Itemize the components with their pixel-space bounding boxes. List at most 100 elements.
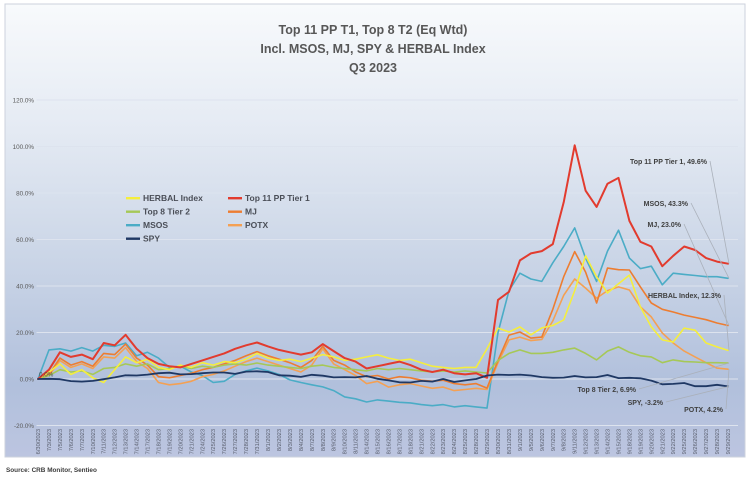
x-tick-label: 7/3/2023 xyxy=(47,429,53,451)
chart-title: Top 11 PP T1, Top 8 T2 (Eq Wtd) Incl. MS… xyxy=(260,23,485,75)
x-tick-label: 9/7/2023 xyxy=(551,429,557,451)
annotation-leader-potx xyxy=(725,369,730,410)
annotation-label-top-11-pp-tier-1: Top 11 PP Tier 1, 49.6% xyxy=(630,159,708,166)
chart-title-line-3: Q3 2023 xyxy=(349,61,397,75)
annotation-label-potx: POTX, 4.2% xyxy=(684,407,724,414)
x-tick-label: 7/14/2023 xyxy=(135,429,141,454)
annotation-label-herbal-index: HERBAL Index, 12.3% xyxy=(648,293,722,300)
x-tick-label: 8/11/2023 xyxy=(354,429,360,454)
x-tick-label: 8/25/2023 xyxy=(463,429,469,454)
x-tick-label: 7/28/2023 xyxy=(244,429,250,454)
x-tick-label: 7/17/2023 xyxy=(146,429,152,454)
source-note: Source: CRB Monitor, Sentieo xyxy=(6,467,97,474)
x-tick-label: 8/14/2023 xyxy=(365,429,371,454)
x-tick-label: 9/11/2023 xyxy=(573,429,579,454)
x-tick-label: 8/17/2023 xyxy=(397,429,403,454)
x-tick-label: 8/23/2023 xyxy=(441,429,447,454)
x-tick-label: 9/12/2023 xyxy=(584,429,590,454)
y-tick-label: 60.0% xyxy=(16,237,34,244)
x-tick-label: 9/1/2023 xyxy=(518,429,524,451)
x-tick-label: 7/7/2023 xyxy=(80,429,86,451)
y-tick-label: 100.0% xyxy=(13,144,35,151)
legend-item-potx: POTX xyxy=(228,220,268,230)
x-tick-label: 9/19/2023 xyxy=(638,429,644,454)
legend-label-mj: MJ xyxy=(245,207,257,217)
x-tick-label: 8/28/2023 xyxy=(474,429,480,454)
chart-legend: HERBAL Index Top 8 Tier 2 MSOS SPY Top 11 PP… xyxy=(126,193,310,244)
x-tick-label: 9/20/2023 xyxy=(649,429,655,454)
x-tick-label: 9/22/2023 xyxy=(671,429,677,454)
legend-label-herbal-index: HERBAL Index xyxy=(143,193,203,203)
legend-label-top-11-pp-tier-1: Top 11 PP Tier 1 xyxy=(245,193,310,203)
x-tick-label: 9/6/2023 xyxy=(540,429,546,451)
series-line-mj xyxy=(37,250,729,389)
x-tick-label: 7/26/2023 xyxy=(222,429,228,454)
legend-label-spy: SPY xyxy=(143,234,160,244)
legend-label-top-8-tier-2: Top 8 Tier 2 xyxy=(143,207,190,217)
x-tick-label: 7/6/2023 xyxy=(69,429,75,451)
start-data-label: 0.0% xyxy=(39,372,54,379)
annotation-label-msos: MSOS, 43.3% xyxy=(644,201,689,208)
x-tick-label: 8/31/2023 xyxy=(507,429,513,454)
x-tick-label: 7/21/2023 xyxy=(189,429,195,454)
annotations: 0.0% Top 11 PP Tier 1, 49.6% MSOS, 43.3% MJ… xyxy=(39,159,730,414)
x-tick-label: 9/26/2023 xyxy=(693,429,699,454)
x-tick-label: 9/18/2023 xyxy=(627,429,633,454)
gridlines xyxy=(36,99,738,426)
legend-item-top-8-tier-2: Top 8 Tier 2 xyxy=(126,207,190,217)
series-line-top-8-tier-2 xyxy=(37,346,729,380)
x-tick-label: 7/31/2023 xyxy=(255,429,261,454)
x-tick-label: 7/25/2023 xyxy=(211,429,217,454)
x-tick-label: 8/22/2023 xyxy=(430,429,436,454)
x-tick-label: 6/30/2023 xyxy=(36,429,42,454)
legend-item-msos: MSOS xyxy=(126,220,168,230)
x-tick-label: 9/28/2023 xyxy=(715,429,721,454)
x-tick-label: 9/8/2023 xyxy=(562,429,568,451)
annotation-leader-herbal-index xyxy=(723,294,730,351)
legend-label-msos: MSOS xyxy=(143,220,168,230)
legend-item-top-11-pp-tier-1: Top 11 PP Tier 1 xyxy=(228,193,310,203)
x-tick-label: 8/29/2023 xyxy=(485,429,491,454)
series-line-herbal-index xyxy=(37,255,729,384)
x-tick-label: 8/18/2023 xyxy=(408,429,414,454)
x-tick-label: 9/14/2023 xyxy=(606,429,612,454)
x-tick-label: 9/25/2023 xyxy=(682,429,688,454)
x-axis-labels: 6/30/2023 7/3/2023 7/5/2023 7/6/2023 7/7/202… xyxy=(36,429,732,454)
annotation-label-top-8-tier-2: Top 8 Tier 2, 6.9% xyxy=(578,387,637,394)
x-tick-label: 7/12/2023 xyxy=(113,429,119,454)
x-tick-label: 9/29/2023 xyxy=(726,429,732,454)
annotation-leader-msos xyxy=(690,202,730,279)
x-tick-label: 8/10/2023 xyxy=(343,429,349,454)
x-tick-label: 7/10/2023 xyxy=(91,429,97,454)
x-tick-label: 9/21/2023 xyxy=(660,429,666,454)
x-tick-label: 7/20/2023 xyxy=(178,429,184,454)
x-tick-label: 8/4/2023 xyxy=(299,429,305,451)
x-tick-label: 7/24/2023 xyxy=(200,429,206,454)
y-tick-label: 120.0% xyxy=(13,97,35,104)
annotation-leader-top-8-tier-2 xyxy=(638,362,730,390)
x-tick-label: 8/2/2023 xyxy=(277,429,283,451)
x-tick-label: 8/16/2023 xyxy=(387,429,393,454)
x-tick-label: 8/8/2023 xyxy=(321,429,327,451)
x-tick-label: 7/18/2023 xyxy=(157,429,163,454)
x-tick-label: 7/13/2023 xyxy=(124,429,130,454)
legend-label-potx: POTX xyxy=(245,220,268,230)
x-tick-label: 7/19/2023 xyxy=(167,429,173,454)
x-tick-label: 7/27/2023 xyxy=(233,429,239,454)
annotation-label-spy: SPY, -3.2% xyxy=(628,400,664,407)
x-tick-label: 9/5/2023 xyxy=(529,429,535,451)
x-tick-label: 8/1/2023 xyxy=(266,429,272,451)
series-lines xyxy=(37,144,729,409)
annotation-leader-top-11-pp-tier-1 xyxy=(709,160,730,264)
y-tick-label: 0.0% xyxy=(20,376,35,383)
x-tick-label: 9/13/2023 xyxy=(595,429,601,454)
y-tick-label: -20.0% xyxy=(14,423,34,430)
x-tick-label: 8/7/2023 xyxy=(310,429,316,451)
legend-item-spy: SPY xyxy=(126,234,160,244)
series-line-spy xyxy=(37,370,729,388)
legend-item-herbal-index: HERBAL Index xyxy=(126,193,203,203)
x-tick-label: 9/15/2023 xyxy=(617,429,623,454)
x-tick-label: 7/5/2023 xyxy=(58,429,64,451)
